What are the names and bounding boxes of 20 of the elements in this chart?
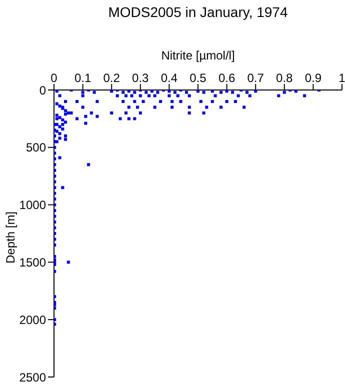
chart-title: MODS2005 in January, 1974 [107,4,289,20]
y-tick-label: 2000 [19,312,46,327]
y-tick-label: 500 [26,140,46,155]
y-tick-label: 2500 [19,370,46,384]
x-tick-label: 0.8 [276,71,294,85]
x-tick-label: 1 [338,71,345,85]
x-tick-label: 0.1 [74,71,92,85]
y-tick-label: 0 [39,83,46,98]
x-tick-label: 0.7 [247,71,264,85]
x-tick-label: 0.2 [103,71,120,85]
x-tick-label: 0.5 [190,71,207,85]
y-tick-label: 1000 [19,198,46,212]
x-tick-label: 0.3 [132,71,150,85]
y-tick-label: 1500 [19,255,46,270]
x-tick-label: 0.9 [304,71,322,85]
x-axis-title: Nitrite [µmol/l] [161,48,235,63]
x-tick-label: 0.4 [160,71,178,85]
y-axis-title: Depth [m] [3,211,18,264]
x-tick-label: 0 [50,71,58,85]
x-tick-label: 0.6 [218,71,236,85]
